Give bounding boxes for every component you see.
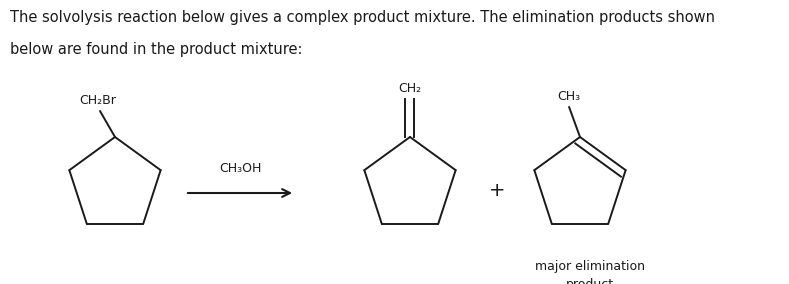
Text: CH₂: CH₂ (398, 82, 421, 95)
Text: major elimination: major elimination (535, 260, 645, 273)
Text: product: product (566, 278, 614, 284)
Text: CH₃: CH₃ (558, 90, 581, 103)
Text: below are found in the product mixture:: below are found in the product mixture: (10, 42, 302, 57)
Text: +: + (488, 181, 505, 199)
Text: CH₂Br: CH₂Br (80, 94, 117, 107)
Text: The solvolysis reaction below gives a complex product mixture. The elimination p: The solvolysis reaction below gives a co… (10, 10, 715, 25)
Text: CH₃OH: CH₃OH (219, 162, 261, 175)
